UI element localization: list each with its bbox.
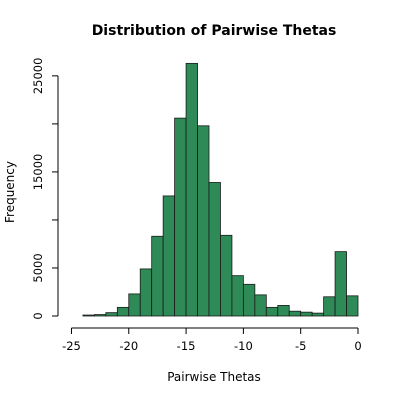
- chart-title: Distribution of Pairwise Thetas: [92, 23, 337, 39]
- histogram-bar: [334, 251, 347, 317]
- histogram-bar: [116, 306, 130, 317]
- y-axis: 0 5000 15000 25000: [31, 58, 59, 320]
- x-tick-label: -10: [234, 339, 253, 353]
- histogram-bar: [242, 283, 256, 317]
- y-tick-label: 5000: [31, 253, 45, 282]
- x-tick-label: 0: [354, 339, 361, 353]
- histogram-bar: [139, 268, 153, 317]
- x-tick-label: -20: [119, 339, 138, 353]
- y-tick-label: 0: [31, 312, 45, 319]
- histogram-bar: [82, 314, 95, 317]
- x-tick-label: -25: [62, 339, 81, 353]
- histogram-bar: [162, 195, 176, 317]
- histogram-bar: [197, 125, 210, 317]
- histogram-bar: [220, 234, 233, 317]
- x-axis: -25 -20 -15 -10 -5 0: [62, 327, 362, 353]
- histogram-bar: [151, 235, 164, 317]
- histogram-bar: [265, 306, 279, 317]
- histogram-bar: [277, 305, 290, 317]
- histogram-bar: [346, 295, 359, 317]
- histogram-bar: [311, 312, 325, 317]
- histogram-bar: [323, 296, 336, 317]
- y-tick-label: 25000: [31, 58, 45, 95]
- x-axis-label: Pairwise Thetas: [167, 370, 261, 384]
- histogram-bar: [288, 310, 302, 317]
- bars-group: [82, 62, 359, 317]
- y-axis-label: Frequency: [3, 161, 17, 223]
- histogram-bar: [208, 182, 221, 317]
- histogram-bar: [231, 275, 244, 317]
- histogram-bar: [93, 314, 107, 317]
- histogram-bar: [185, 62, 198, 317]
- histogram-bar: [105, 312, 118, 317]
- histogram-bar: [174, 117, 187, 317]
- histogram-bar: [128, 293, 141, 317]
- x-tick-label: -15: [177, 339, 196, 353]
- histogram-bar: [254, 294, 267, 317]
- x-tick-label: -5: [295, 339, 306, 353]
- histogram-bar: [300, 311, 313, 317]
- y-tick-label: 15000: [31, 154, 45, 191]
